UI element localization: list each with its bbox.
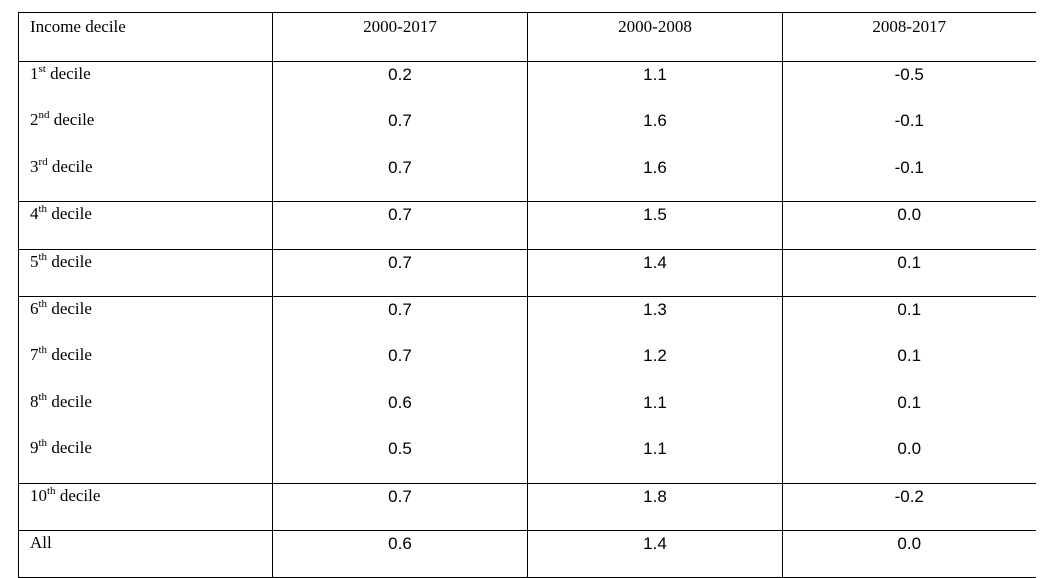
decile-word: decile bbox=[47, 251, 92, 271]
table-row: 8th decile 0.6 1.1 0.1 bbox=[19, 389, 1036, 437]
value-2008-2017: 0.1 bbox=[782, 389, 1036, 437]
value-2000-2017: 0.7 bbox=[272, 154, 528, 203]
value-2000-2017: 0.7 bbox=[272, 483, 528, 531]
row-label: 10th decile bbox=[18, 483, 273, 531]
ordinal-suffix: th bbox=[38, 344, 48, 357]
decile-word: decile bbox=[47, 156, 93, 176]
decile-word: decile bbox=[47, 391, 92, 411]
row-label: 8th decile bbox=[19, 390, 273, 436]
decile-word: decile bbox=[47, 298, 92, 318]
ordinal-suffix: th bbox=[47, 484, 56, 497]
ordinal-suffix: th bbox=[38, 437, 48, 450]
decile-word: decile bbox=[47, 345, 92, 365]
value-2000-2008: 1.2 bbox=[527, 343, 783, 390]
value-2000-2017: 0.6 bbox=[272, 530, 528, 578]
ordinal-suffix: nd bbox=[38, 109, 50, 122]
value-2008-2017: 0.1 bbox=[782, 249, 1036, 297]
value-2000-2017: 0.2 bbox=[272, 61, 528, 109]
value-2008-2017: -0.2 bbox=[782, 483, 1036, 531]
decile-word: decile bbox=[47, 438, 92, 458]
header-2000-2008: 2000-2008 bbox=[527, 12, 783, 62]
header-income-decile: Income decile bbox=[18, 12, 273, 62]
ordinal-suffix: st bbox=[38, 63, 46, 75]
decile-number: 6 bbox=[30, 298, 39, 318]
value-2000-2017: 0.7 bbox=[272, 343, 528, 390]
row-label: 9th decile bbox=[18, 436, 273, 484]
income-decile-table: Income decile 2000-2017 2000-2008 2008-2… bbox=[18, 12, 1036, 578]
value-2008-2017: 0.0 bbox=[782, 530, 1036, 578]
value-2000-2017: 0.6 bbox=[272, 389, 528, 437]
value-2008-2017: 0.1 bbox=[782, 296, 1036, 344]
header-2000-2017: 2000-2017 bbox=[272, 12, 528, 62]
table-row: 4th decile 0.7 1.5 0.0 bbox=[18, 201, 1036, 250]
decile-number: 5 bbox=[30, 251, 39, 271]
value-2000-2008: 1.1 bbox=[527, 61, 783, 109]
table-row: 1st decile 0.2 1.1 -0.5 bbox=[19, 61, 1036, 109]
value-2000-2008: 1.5 bbox=[527, 201, 783, 250]
ordinal-suffix: th bbox=[38, 390, 48, 403]
row-label: 3rd decile bbox=[18, 154, 273, 203]
value-2008-2017: -0.1 bbox=[782, 108, 1036, 155]
row-label: 4th decile bbox=[18, 201, 273, 250]
table-row: 3rd decile 0.7 1.6 -0.1 bbox=[18, 154, 1036, 203]
value-2008-2017: 0.0 bbox=[782, 201, 1036, 250]
value-2000-2008: 1.4 bbox=[527, 530, 783, 578]
decile-number: 4 bbox=[30, 204, 39, 224]
decile-number: All bbox=[30, 532, 52, 552]
header-row: Income decile 2000-2017 2000-2008 2008-2… bbox=[18, 12, 1036, 62]
ordinal-suffix: rd bbox=[38, 155, 48, 168]
value-2000-2008: 1.1 bbox=[527, 389, 783, 437]
value-2000-2017: 0.5 bbox=[272, 436, 528, 484]
value-2000-2017: 0.7 bbox=[272, 296, 528, 344]
decile-number: 3 bbox=[30, 156, 39, 176]
value-2008-2017: 0.1 bbox=[782, 343, 1036, 390]
value-2008-2017: 0.0 bbox=[782, 436, 1036, 484]
value-2000-2008: 1.3 bbox=[527, 296, 783, 344]
decile-number: 7 bbox=[30, 345, 39, 365]
value-2000-2008: 1.6 bbox=[527, 154, 783, 203]
table-row: 5th decile 0.7 1.4 0.1 bbox=[18, 249, 1036, 297]
decile-word: decile bbox=[49, 110, 95, 130]
table-row-total: All 0.6 1.4 0.0 bbox=[19, 530, 1036, 578]
ordinal-suffix: th bbox=[38, 297, 48, 310]
row-label: 2nd decile bbox=[19, 108, 273, 154]
decile-word: decile bbox=[45, 64, 91, 83]
decile-number: 10 bbox=[30, 485, 47, 505]
row-label: 1st decile bbox=[19, 62, 273, 109]
ordinal-suffix: th bbox=[38, 250, 48, 263]
decile-word: decile bbox=[55, 485, 101, 505]
row-label: 6th decile bbox=[19, 296, 273, 343]
value-2000-2008: 1.8 bbox=[527, 483, 783, 531]
decile-number: 8 bbox=[30, 391, 39, 411]
decile-word: decile bbox=[47, 204, 92, 224]
row-label: 5th decile bbox=[18, 249, 273, 297]
table-row: 7th decile 0.7 1.2 0.1 bbox=[19, 343, 1036, 390]
table-row: 9th decile 0.5 1.1 0.0 bbox=[18, 436, 1036, 484]
decile-number: 9 bbox=[30, 438, 39, 458]
value-2008-2017: -0.1 bbox=[782, 154, 1036, 203]
table-row: 10th decile 0.7 1.8 -0.2 bbox=[18, 483, 1036, 531]
value-2008-2017: -0.5 bbox=[782, 61, 1036, 109]
decile-number: 2 bbox=[30, 110, 39, 130]
value-2000-2008: 1.4 bbox=[527, 249, 783, 297]
value-2000-2017: 0.7 bbox=[272, 108, 528, 155]
row-label: All bbox=[19, 530, 273, 577]
value-2000-2017: 0.7 bbox=[272, 249, 528, 297]
ordinal-suffix: th bbox=[38, 203, 48, 216]
value-2000-2017: 0.7 bbox=[272, 201, 528, 250]
value-2000-2008: 1.6 bbox=[527, 108, 783, 155]
row-label: 7th decile bbox=[19, 343, 273, 389]
decile-number: 1 bbox=[30, 64, 39, 83]
table-row: 2nd decile 0.7 1.6 -0.1 bbox=[19, 108, 1036, 155]
value-2000-2008: 1.1 bbox=[527, 436, 783, 484]
header-2008-2017: 2008-2017 bbox=[782, 12, 1036, 62]
table-row: 6th decile 0.7 1.3 0.1 bbox=[19, 296, 1036, 344]
